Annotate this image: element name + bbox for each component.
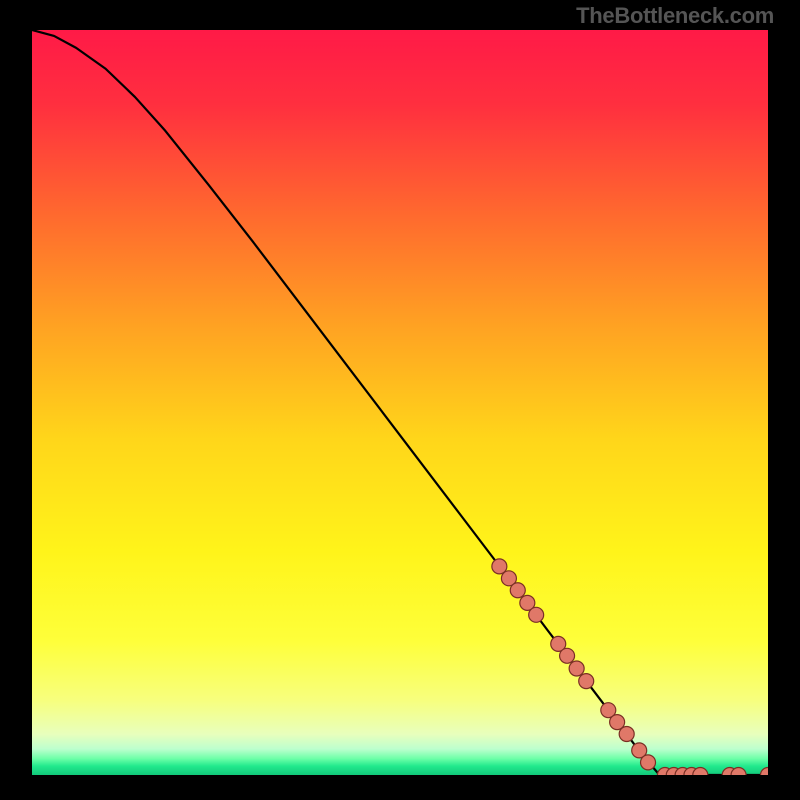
attribution-text: TheBottleneck.com [576, 3, 774, 29]
data-marker [579, 674, 594, 689]
data-marker [619, 727, 634, 742]
data-markers [492, 559, 768, 775]
curve-line [32, 30, 768, 775]
chart-canvas: TheBottleneck.com [0, 0, 800, 800]
data-marker [569, 661, 584, 676]
data-marker [761, 768, 769, 776]
data-marker [560, 648, 575, 663]
data-marker [641, 755, 656, 770]
chart-overlay [32, 30, 768, 775]
plot-area [32, 30, 768, 775]
data-marker [529, 607, 544, 622]
data-marker [510, 583, 525, 598]
